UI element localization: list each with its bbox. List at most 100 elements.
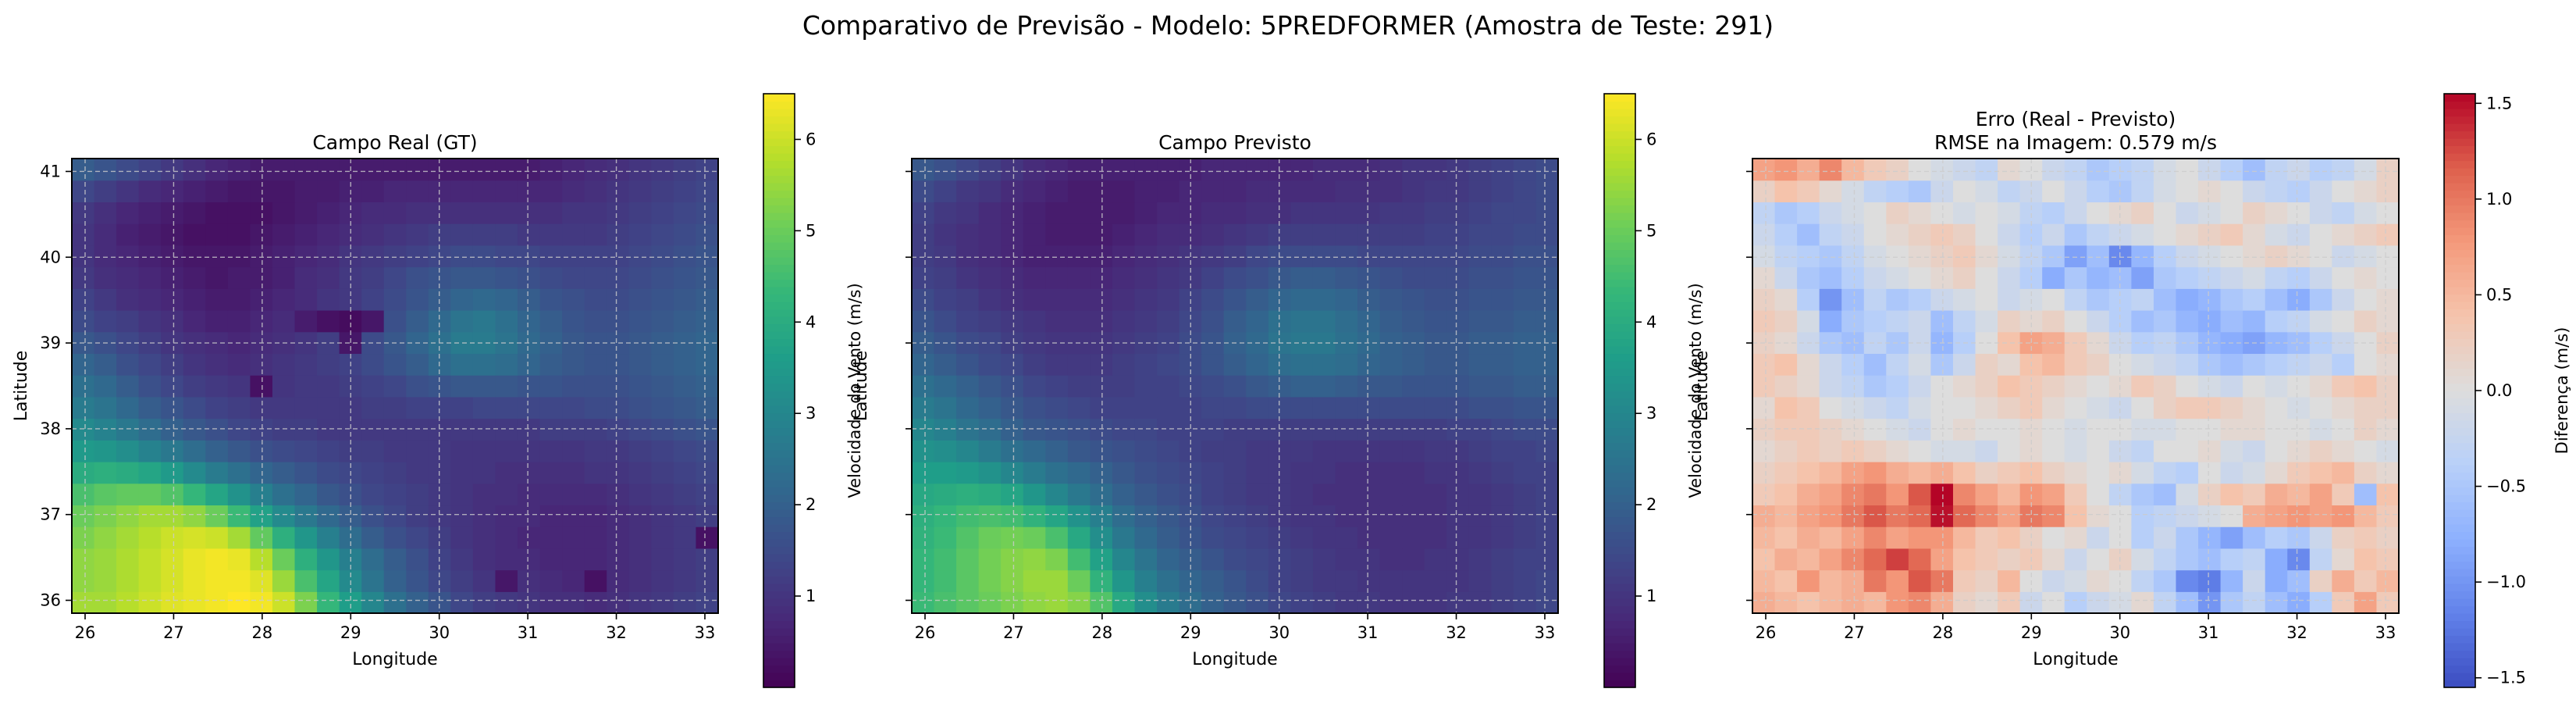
heatmap-cell	[138, 462, 162, 484]
colorbar-segment	[763, 175, 795, 184]
heatmap-cell	[628, 569, 652, 592]
heatmap-cell	[584, 223, 607, 246]
colorbar-segment	[1604, 673, 1635, 681]
heatmap-cell	[161, 266, 184, 289]
heatmap-cell	[2176, 353, 2199, 376]
heatmap-cell	[1491, 288, 1514, 311]
colorbar-label: Diferença (m/s)	[2553, 327, 2571, 455]
heatmap-cell	[183, 548, 206, 571]
heatmap-cell	[2064, 180, 2087, 203]
heatmap-cell	[584, 591, 607, 614]
heatmap-cell	[2332, 548, 2355, 571]
heatmap-cell	[2354, 202, 2378, 224]
heatmap-cell	[1797, 310, 1820, 333]
heatmap-cell	[1886, 244, 1909, 268]
heatmap-cell	[472, 548, 496, 571]
heatmap-cell	[562, 244, 585, 268]
colorbar-tick-label: 4	[1646, 312, 1656, 331]
heatmap-cell	[673, 159, 697, 181]
heatmap-cell	[978, 223, 1002, 246]
heatmap-cell	[227, 223, 251, 246]
heatmap-cell	[2354, 223, 2378, 246]
heatmap-cell	[2287, 462, 2311, 484]
heatmap-cell	[1819, 202, 1842, 224]
heatmap-cell	[1223, 288, 1247, 311]
colorbar-segment	[763, 353, 795, 362]
heatmap-cell	[183, 288, 206, 311]
heatmap-cell	[1290, 418, 1314, 441]
heatmap-cell	[1023, 548, 1046, 571]
heatmap-cell	[1752, 462, 1776, 484]
heatmap-cell	[1379, 462, 1403, 484]
heatmap-cell	[1023, 591, 1046, 614]
heatmap-cell	[1223, 462, 1247, 484]
colorbar-segment	[1604, 472, 1635, 480]
heatmap-cell	[1975, 591, 1998, 614]
heatmap-cell	[956, 418, 980, 441]
colorbar-segment	[2444, 398, 2475, 406]
heatmap-cell	[1886, 505, 1909, 527]
heatmap-cell	[1535, 310, 1559, 333]
heatmap-cell	[1045, 462, 1069, 484]
heatmap-cell	[317, 375, 340, 398]
heatmap-cell	[1774, 526, 1798, 549]
heatmap-cell	[1312, 223, 1336, 246]
heatmap-cell	[956, 159, 980, 181]
heatmap-cell	[651, 462, 674, 484]
heatmap-cell	[1134, 353, 1158, 376]
colorbar-segment	[1604, 338, 1635, 347]
heatmap-cell	[2354, 375, 2378, 398]
heatmap-cell	[1312, 159, 1336, 181]
heatmap-cell	[361, 548, 385, 571]
heatmap-cell	[1952, 244, 1976, 268]
heatmap-cell	[1090, 440, 1113, 462]
heatmap-cell	[227, 266, 251, 289]
heatmap-cell	[1023, 159, 1046, 181]
heatmap-cell	[2376, 396, 2400, 419]
heatmap-cell	[1223, 202, 1247, 224]
heatmap-cell	[138, 505, 162, 527]
heatmap-cell	[2332, 159, 2355, 181]
heatmap-cell	[1201, 288, 1225, 311]
heatmap-cell	[2332, 569, 2355, 592]
heatmap-cell	[272, 505, 296, 527]
heatmap-cell	[2019, 505, 2043, 527]
heatmap-cell	[1752, 526, 1776, 549]
heatmap-cell	[1379, 159, 1403, 181]
heatmap-cell	[383, 548, 407, 571]
heatmap-cell	[1797, 418, 1820, 441]
heatmap-cell	[205, 569, 229, 592]
heatmap-cell	[673, 548, 697, 571]
heatmap-cell	[1841, 548, 1865, 571]
heatmap-cell	[495, 223, 518, 246]
heatmap-cell	[1863, 569, 1887, 592]
colorbar-segment	[763, 658, 795, 666]
heatmap-cell	[138, 159, 162, 181]
colorbar-segment	[763, 539, 795, 548]
heatmap-cell	[116, 505, 140, 527]
colorbar-segment	[763, 391, 795, 399]
colorbar-segment	[763, 212, 795, 221]
heatmap-cell	[183, 483, 206, 506]
heatmap-cell	[472, 462, 496, 484]
heatmap-cell	[1335, 569, 1358, 592]
colorbar-segment	[1604, 94, 1635, 102]
heatmap-cell	[450, 569, 474, 592]
colorbar-segment	[2444, 219, 2475, 228]
colorbar-segment	[2444, 605, 2475, 614]
heatmap-cell	[450, 180, 474, 203]
colorbar-segment	[763, 398, 795, 406]
heatmap-cell	[912, 396, 935, 419]
heatmap-cell	[2087, 375, 2110, 398]
heatmap-cell	[1468, 266, 1492, 289]
heatmap-cell	[584, 440, 607, 462]
heatmap-cell	[72, 462, 95, 484]
panels: 26 27 28 29 30 31 32 33363738394041LongitudeLat…	[12, 93, 2571, 688]
heatmap-cell	[1952, 159, 1976, 181]
heatmap-cell	[1930, 396, 1954, 419]
colorbar-segment	[1604, 405, 1635, 414]
heatmap-cell	[1886, 591, 1909, 614]
heatmap-cell	[450, 462, 474, 484]
heatmap-cell	[628, 244, 652, 268]
colorbar-tick-label: 6	[1646, 130, 1656, 148]
